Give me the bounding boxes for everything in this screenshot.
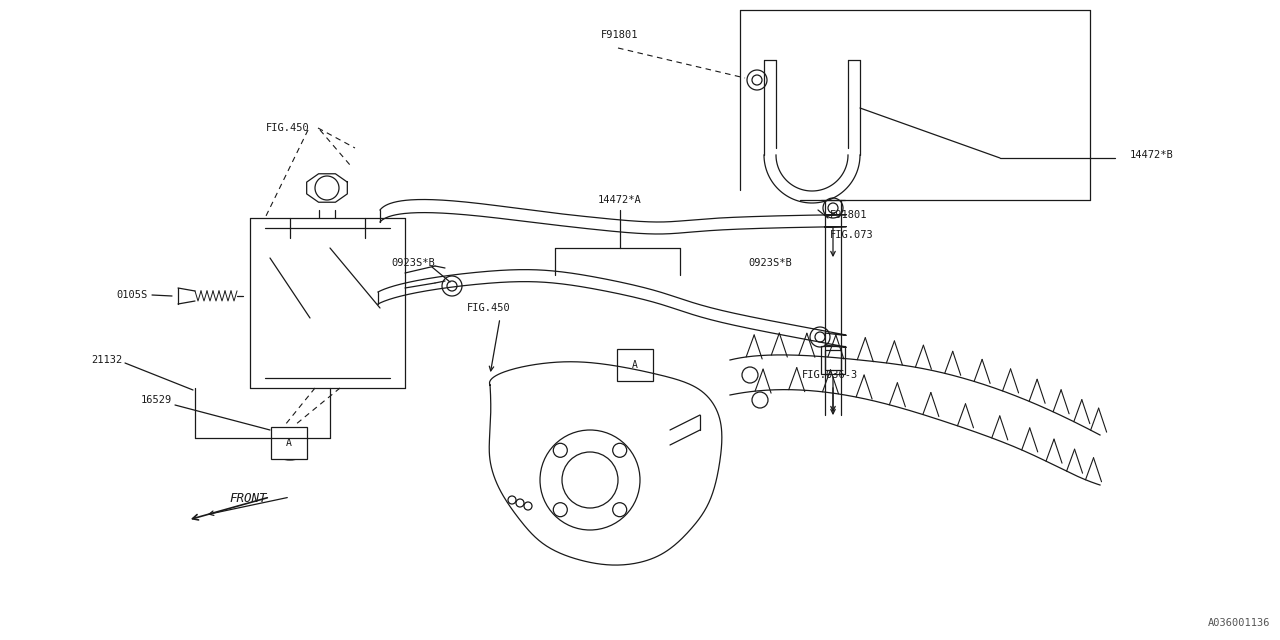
Bar (820, 346, 845, 374)
Text: 0923S*B: 0923S*B (392, 258, 435, 268)
Text: F91801: F91801 (602, 30, 639, 40)
Text: F91801: F91801 (829, 210, 868, 220)
Bar (826, 350, 841, 370)
Text: A036001136: A036001136 (1207, 618, 1270, 628)
Text: A: A (285, 438, 292, 448)
Text: FIG.450: FIG.450 (266, 123, 310, 133)
Text: 14472*A: 14472*A (598, 195, 641, 205)
Text: 21132: 21132 (91, 355, 122, 365)
Text: FIG.036-3: FIG.036-3 (803, 370, 859, 380)
Bar (271, 427, 307, 459)
Text: FIG.450: FIG.450 (467, 303, 511, 313)
Bar (617, 349, 653, 381)
Text: 0105S: 0105S (116, 290, 148, 300)
Text: FRONT: FRONT (229, 492, 266, 504)
Ellipse shape (278, 430, 302, 440)
Text: FIG.073: FIG.073 (829, 230, 874, 240)
Text: 0923S*B: 0923S*B (748, 258, 792, 268)
Text: 14472*B: 14472*B (1130, 150, 1174, 160)
Text: 16529: 16529 (141, 395, 172, 405)
Ellipse shape (278, 450, 302, 460)
Text: A: A (632, 360, 637, 370)
Ellipse shape (278, 440, 302, 450)
